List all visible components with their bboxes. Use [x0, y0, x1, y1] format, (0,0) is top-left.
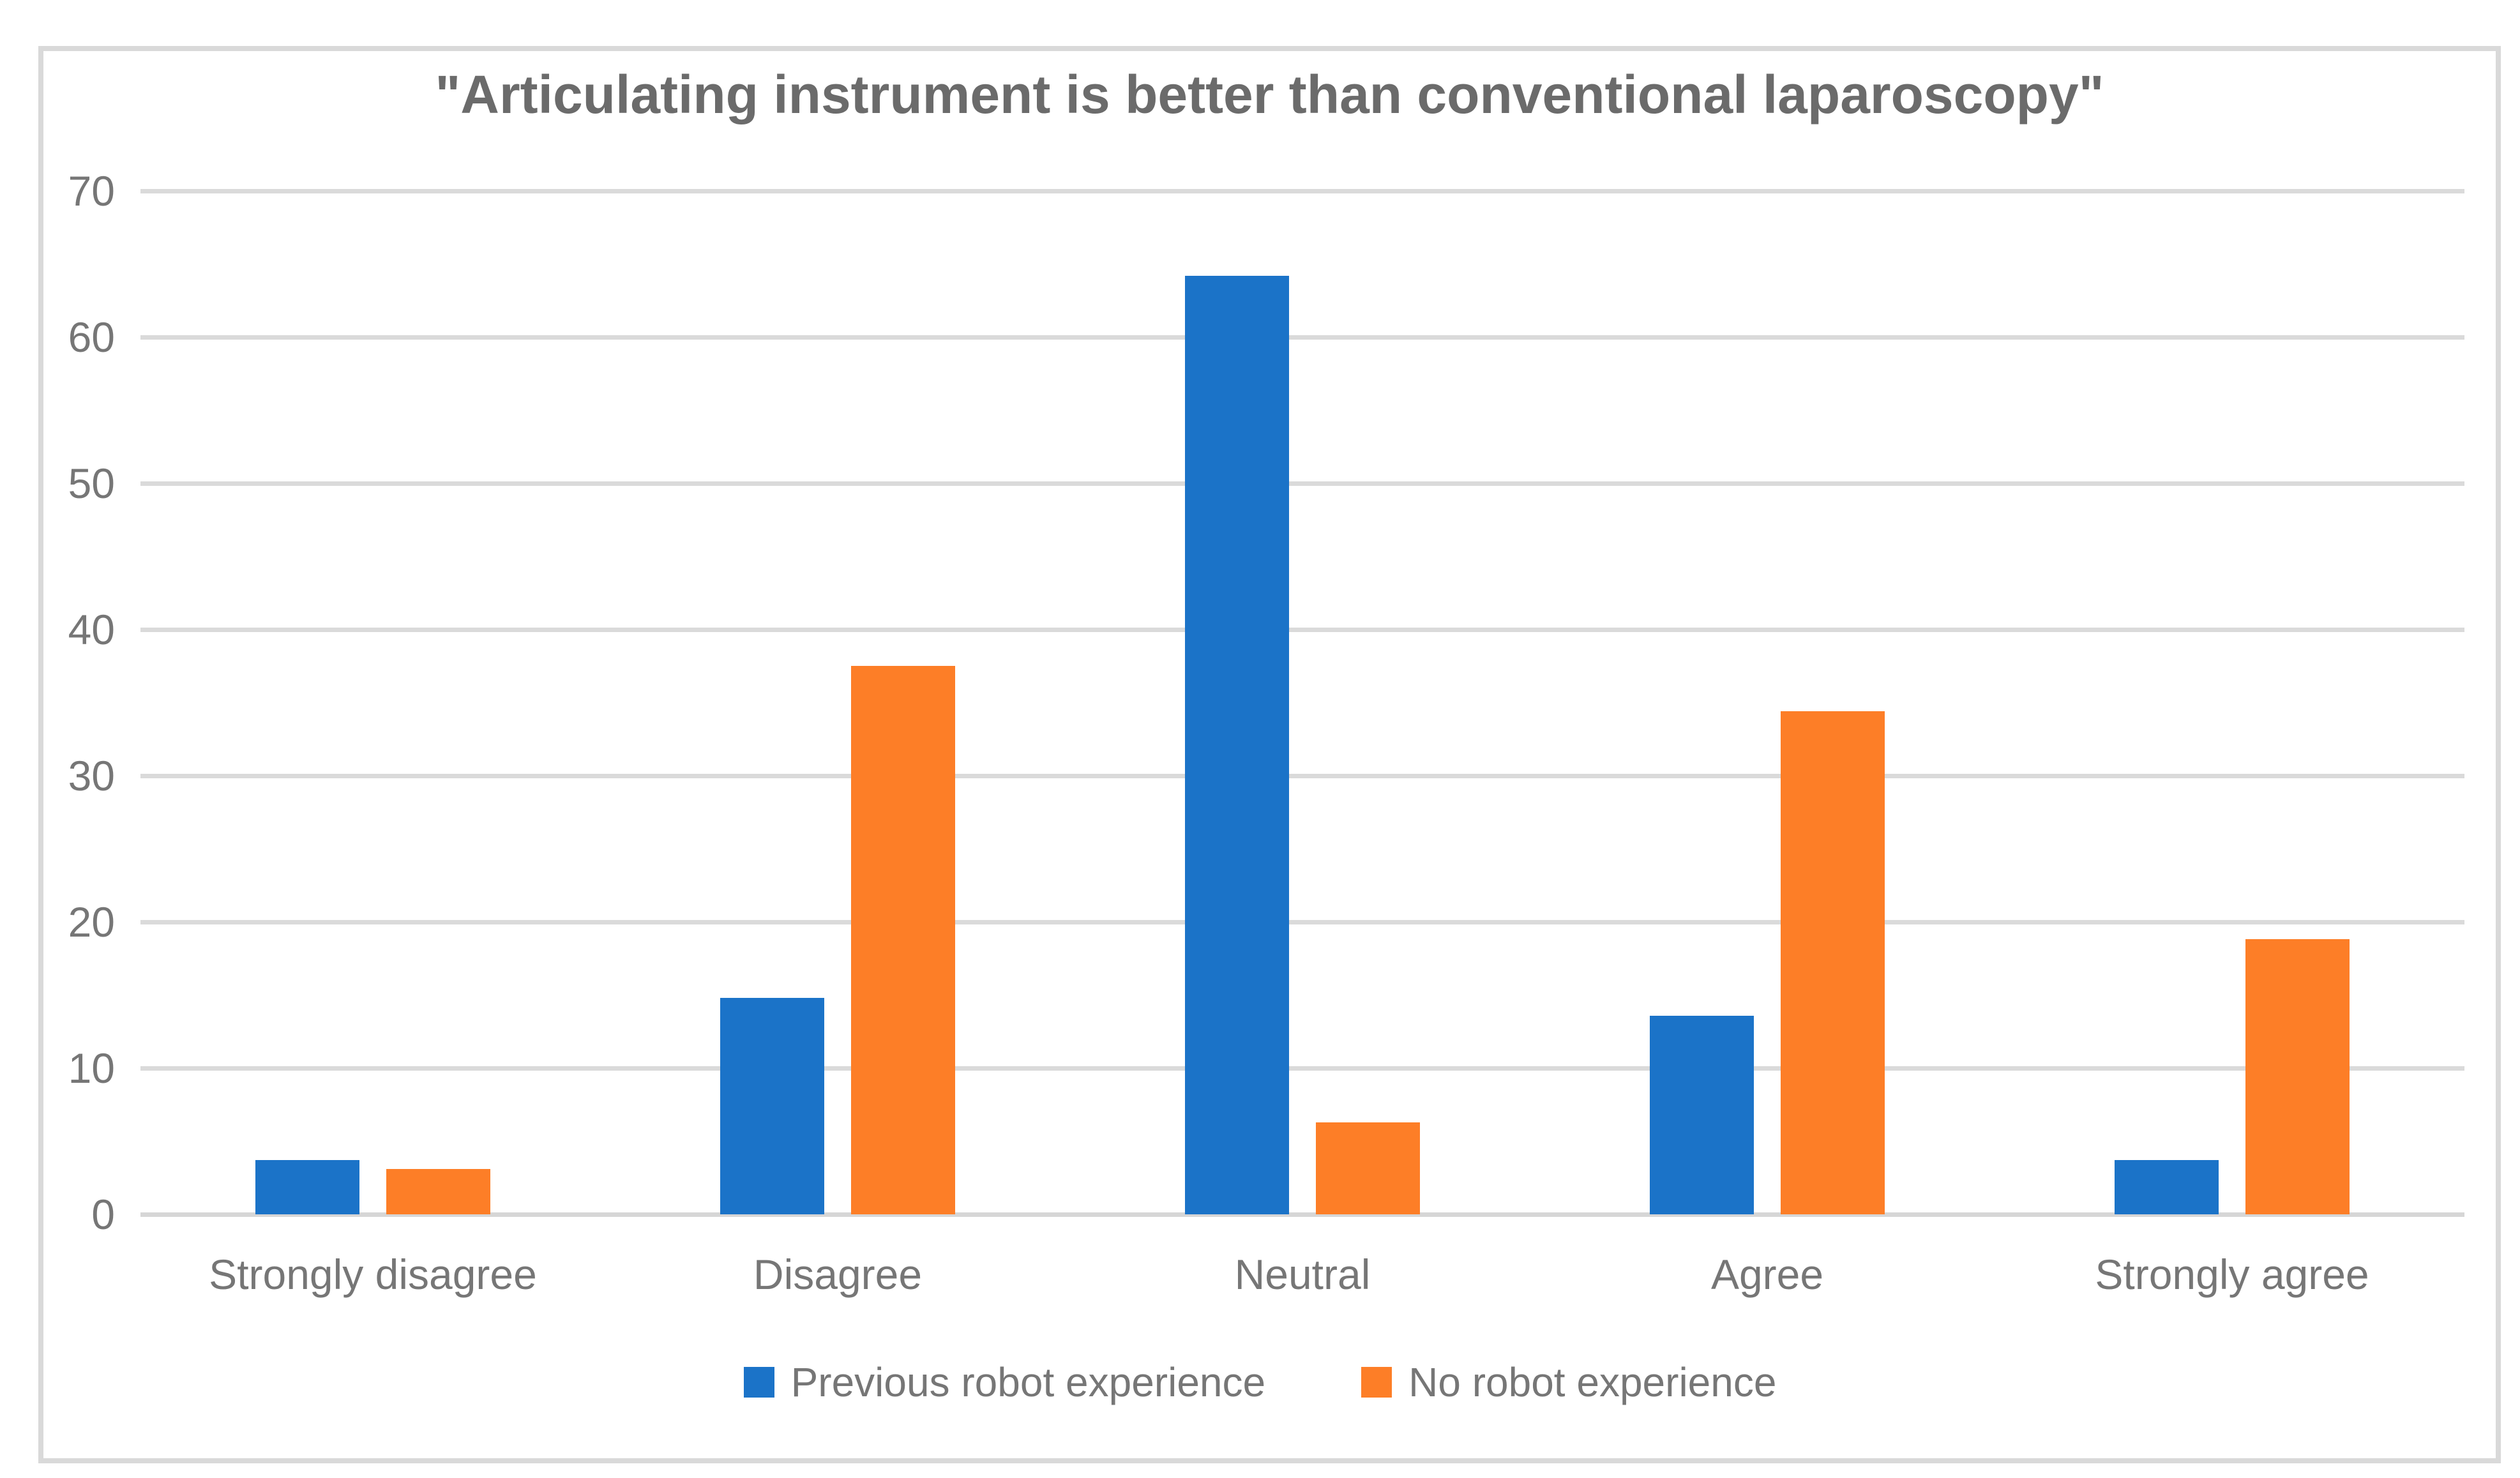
legend-entry-no-robot-experience: No robot experience: [1361, 1359, 1776, 1406]
gridline-70: [140, 188, 2464, 193]
plot-area: [140, 188, 2464, 1217]
x-category-label-strongly-agree: Strongly agree: [2095, 1251, 2369, 1298]
gridline-10: [140, 1066, 2464, 1071]
x-category-label-disagree: Disagree: [753, 1251, 923, 1298]
x-axis-baseline: [140, 1212, 2464, 1217]
gridline-60: [140, 335, 2464, 340]
x-category-label-strongly-disagree: Strongly disagree: [209, 1251, 537, 1298]
bar-no-robot-experience-agree: [1781, 711, 1885, 1214]
gridline-50: [140, 481, 2464, 486]
y-tick-label-10: 10: [68, 1044, 115, 1092]
legend-label: Previous robot experience: [790, 1359, 1266, 1405]
y-tick-label-0: 0: [91, 1191, 115, 1238]
bar-previous-robot-experience-agree: [1650, 1015, 1754, 1214]
bar-previous-robot-experience-neutral: [1185, 275, 1289, 1214]
bar-previous-robot-experience-strongly-disagree: [255, 1160, 359, 1214]
y-tick-label-20: 20: [68, 898, 115, 946]
legend-entry-previous-robot-experience: Previous robot experience: [743, 1359, 1266, 1406]
y-tick-label-30: 30: [68, 752, 115, 799]
x-category-label-neutral: Neutral: [1234, 1251, 1371, 1298]
gridline-20: [140, 919, 2464, 924]
y-tick-label-40: 40: [68, 606, 115, 653]
bar-no-robot-experience-disagree: [851, 666, 955, 1214]
gridline-30: [140, 773, 2464, 778]
bar-previous-robot-experience-disagree: [720, 998, 824, 1214]
legend-swatch-icon: [1361, 1367, 1392, 1398]
bar-previous-robot-experience-strongly-agree: [2115, 1160, 2219, 1214]
legend-swatch-icon: [743, 1367, 774, 1398]
bar-no-robot-experience-strongly-agree: [2245, 939, 2350, 1214]
bar-no-robot-experience-strongly-disagree: [386, 1169, 490, 1214]
x-category-label-agree: Agree: [1710, 1251, 1824, 1298]
gridline-40: [140, 627, 2464, 632]
y-tick-label-70: 70: [68, 167, 115, 215]
bar-no-robot-experience-neutral: [1316, 1122, 1420, 1214]
chart-title: "Articulating instrument is better than …: [435, 64, 2104, 124]
legend: Previous robot experience No robot experi…: [0, 1359, 2520, 1406]
y-tick-label-60: 60: [68, 313, 115, 361]
legend-label: No robot experience: [1408, 1359, 1777, 1405]
y-tick-label-50: 50: [68, 460, 115, 507]
